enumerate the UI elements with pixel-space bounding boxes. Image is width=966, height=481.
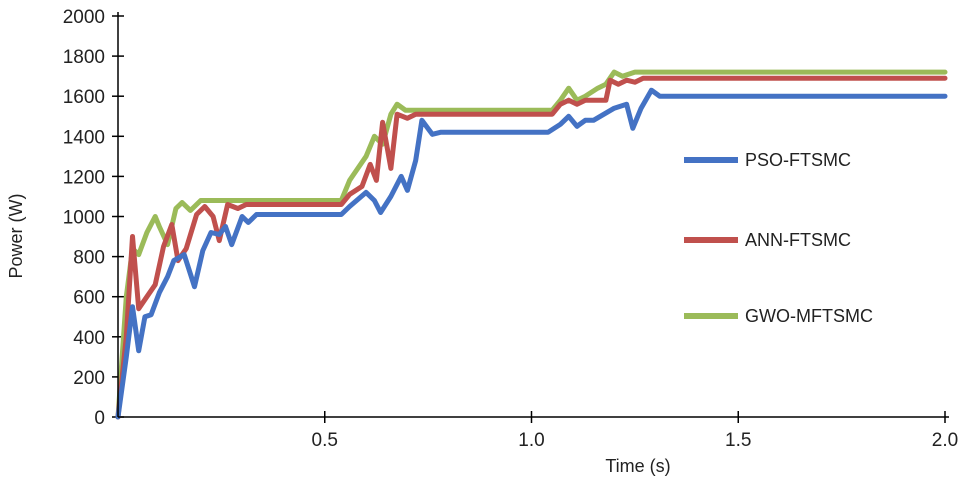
series-group [115,69,948,420]
x-axis-ticks: 0.5 1.0 1.5 2.0 [312,411,958,451]
y-tick-label: 600 [73,288,105,309]
y-tick-label: 400 [73,328,105,349]
y-tick-label: 1800 [63,47,105,68]
legend-label: PSO-FTSMC [745,150,851,170]
y-tick-label: 1200 [63,167,105,188]
y-tick-label: 1000 [63,208,105,229]
y-tick-label: 800 [73,248,105,269]
legend: PSO-FTSMC ANN-FTSMC GWO-MFTSMC [684,150,873,326]
y-tick-label: 1400 [63,127,105,148]
y-tick-label: 0 [94,408,105,429]
y-tick-label: 200 [73,368,105,389]
x-axis-title: Time (s) [605,456,670,476]
legend-label: GWO-MFTSMC [745,306,873,326]
legend-label: ANN-FTSMC [745,230,851,250]
y-tick-label: 1600 [63,87,105,108]
series-line-pso-ftsmc [115,87,948,420]
y-axis-ticks: 0 200 400 600 800 1000 1200 1400 1600 1800 2000 [63,7,124,429]
y-tick-label: 2000 [63,7,105,28]
x-tick-label: 2.0 [932,430,958,451]
x-tick-label: 1.0 [518,430,544,451]
series-line-ann-ftsmc [115,75,948,420]
x-tick-label: 0.5 [312,430,338,451]
x-tick-label: 1.5 [725,430,751,451]
series-line-gwo-mftsmc [115,69,948,420]
y-axis-title: Power (W) [6,194,26,279]
